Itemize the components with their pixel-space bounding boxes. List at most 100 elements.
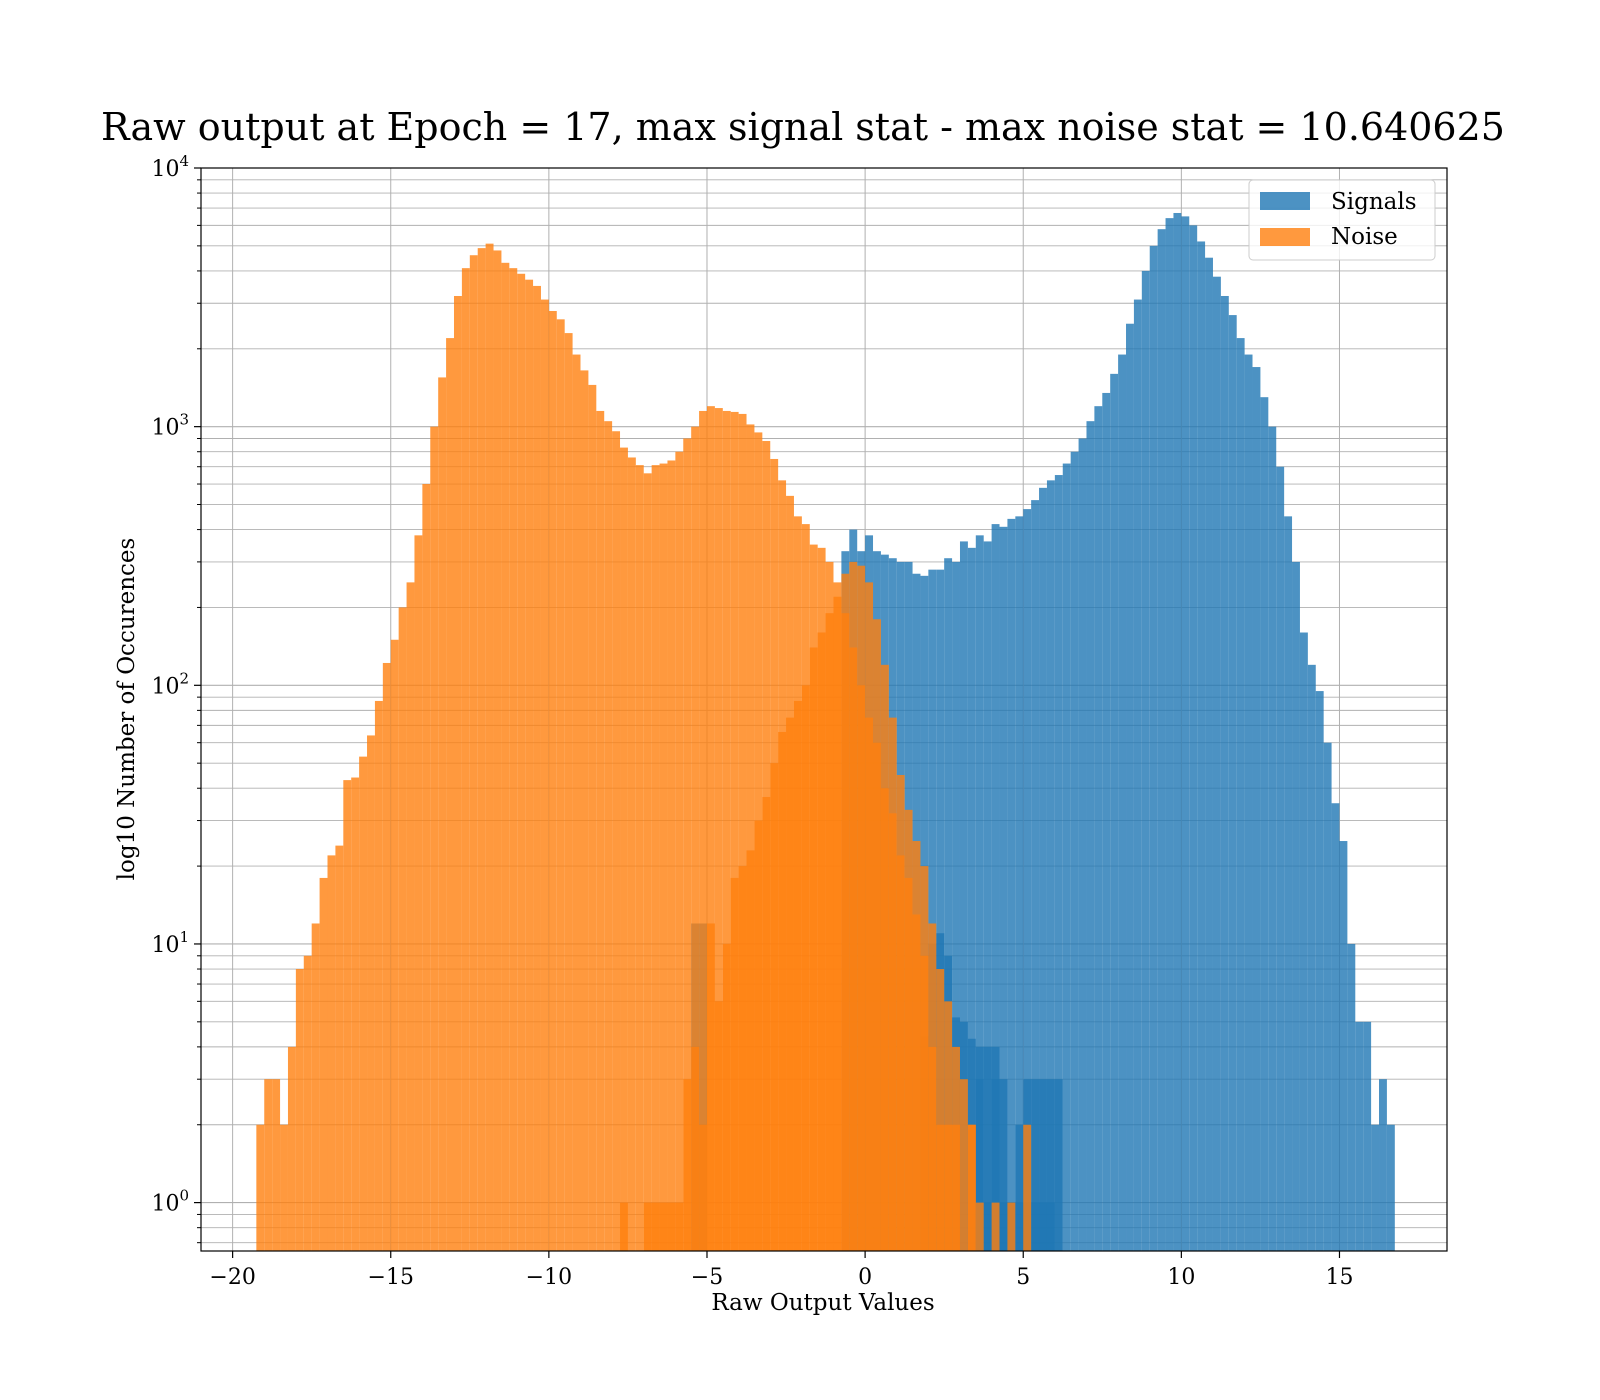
noise-bar bbox=[865, 582, 874, 1251]
x-tick-label: 15 bbox=[1325, 1265, 1353, 1290]
signals-bar bbox=[944, 558, 953, 1251]
noise-bar bbox=[991, 1202, 1000, 1251]
signals-bar bbox=[1133, 299, 1142, 1251]
noise-bar bbox=[398, 607, 407, 1251]
signals-bar bbox=[1205, 257, 1213, 1252]
noise-bar bbox=[635, 465, 644, 1252]
noise-bar bbox=[912, 841, 921, 1251]
noise-bar bbox=[367, 735, 375, 1251]
noise-bar bbox=[414, 535, 423, 1251]
signals-bar bbox=[1220, 295, 1229, 1251]
noise-bar bbox=[841, 573, 850, 1251]
signals-bar bbox=[1046, 1079, 1055, 1251]
signals-bar bbox=[991, 1079, 1000, 1251]
noise-bar bbox=[888, 717, 897, 1251]
signals-bar bbox=[1363, 1021, 1372, 1251]
signals-bar bbox=[1181, 216, 1190, 1252]
noise-bar bbox=[817, 632, 826, 1251]
signals-bar bbox=[1236, 338, 1245, 1251]
noise-bar bbox=[572, 354, 581, 1251]
signals-bar bbox=[1015, 1124, 1024, 1251]
signals-bar bbox=[1054, 475, 1063, 1251]
noise-bar bbox=[793, 700, 802, 1251]
y-tick-label: 103 bbox=[151, 411, 189, 441]
signals-bar bbox=[1339, 841, 1348, 1251]
signals-bar bbox=[1141, 270, 1150, 1252]
noise-bar bbox=[501, 262, 510, 1251]
x-axis-ticks: −20 −15 −10 −5 0 5 10 15 bbox=[209, 1251, 1353, 1290]
signals-bar bbox=[1031, 1079, 1040, 1251]
noise-bar bbox=[446, 338, 454, 1251]
y-tick-label: 104 bbox=[151, 152, 189, 182]
noise-bar bbox=[327, 855, 336, 1251]
noise-bar bbox=[683, 1079, 692, 1251]
signals-bar bbox=[1070, 451, 1079, 1252]
signals-bar bbox=[983, 1046, 992, 1251]
noise-bar bbox=[762, 796, 771, 1251]
noise-bar bbox=[730, 411, 739, 1251]
noise-bar bbox=[540, 299, 549, 1251]
noise-bar bbox=[849, 561, 858, 1251]
noise-bar bbox=[699, 1124, 707, 1251]
y-axis-label: log10 Number of Occurences bbox=[114, 538, 140, 881]
signals-bar bbox=[1386, 1124, 1395, 1251]
signals-bar bbox=[1189, 225, 1198, 1251]
noise-bar bbox=[936, 969, 945, 1251]
noise-bar bbox=[335, 845, 344, 1251]
signals-bar bbox=[936, 569, 945, 1251]
noise-bar bbox=[588, 384, 597, 1251]
noise-bar bbox=[256, 1124, 265, 1251]
signals-bar bbox=[1031, 1202, 1040, 1251]
noise-bar bbox=[778, 731, 787, 1251]
noise-bar bbox=[351, 777, 360, 1251]
noise-bar bbox=[706, 923, 715, 1251]
noise-bar bbox=[896, 775, 905, 1251]
signals-bar bbox=[1315, 691, 1324, 1251]
noise-bar bbox=[659, 1202, 668, 1251]
noise-bar bbox=[596, 410, 605, 1251]
noise-bar bbox=[643, 473, 652, 1252]
noise-bar bbox=[382, 662, 391, 1251]
noise-bar bbox=[493, 250, 502, 1251]
noise-bar bbox=[873, 619, 881, 1251]
noise-bar bbox=[659, 463, 668, 1251]
legend-label-noise: Noise bbox=[1331, 224, 1398, 250]
noise-bar bbox=[809, 647, 818, 1251]
signals-bar bbox=[1371, 1124, 1380, 1251]
noise-bar bbox=[438, 377, 447, 1252]
noise-bar bbox=[343, 780, 352, 1251]
noise-bar bbox=[706, 406, 715, 1251]
x-tick-label: −10 bbox=[526, 1265, 572, 1290]
signals-bar bbox=[1292, 561, 1300, 1251]
signals-bar bbox=[1015, 1202, 1024, 1251]
signals-bar bbox=[1276, 466, 1285, 1252]
histogram-bars bbox=[256, 212, 1395, 1252]
noise-bar bbox=[786, 717, 794, 1251]
noise-bar bbox=[975, 1202, 984, 1251]
noise-bar bbox=[453, 295, 462, 1251]
noise-bar bbox=[714, 408, 723, 1251]
noise-bar bbox=[604, 421, 613, 1251]
x-tick-label: 0 bbox=[858, 1265, 872, 1290]
y-axis-ticks: 100 101 102 103 104 bbox=[151, 152, 201, 1244]
noise-bar bbox=[944, 1001, 953, 1251]
noise-bar bbox=[517, 273, 526, 1252]
noise-bar bbox=[801, 685, 810, 1251]
signals-bar bbox=[1355, 1021, 1364, 1251]
noise-bar bbox=[1023, 1124, 1032, 1251]
noise-bar bbox=[643, 1202, 652, 1251]
noise-bar bbox=[319, 877, 328, 1251]
chart-title: Raw output at Epoch = 17, max signal sta… bbox=[101, 105, 1505, 149]
signals-bar bbox=[1331, 803, 1340, 1251]
signals-bar bbox=[983, 541, 992, 1251]
noise-bar bbox=[691, 1046, 700, 1251]
noise-bar bbox=[264, 1079, 273, 1251]
noise-bar bbox=[730, 877, 739, 1251]
noise-bar bbox=[770, 763, 779, 1251]
legend-label-signals: Signals bbox=[1331, 189, 1417, 215]
signals-bar bbox=[1031, 500, 1040, 1251]
noise-bar bbox=[880, 664, 889, 1251]
noise-bar bbox=[738, 413, 747, 1252]
signals-bar bbox=[975, 535, 984, 1251]
